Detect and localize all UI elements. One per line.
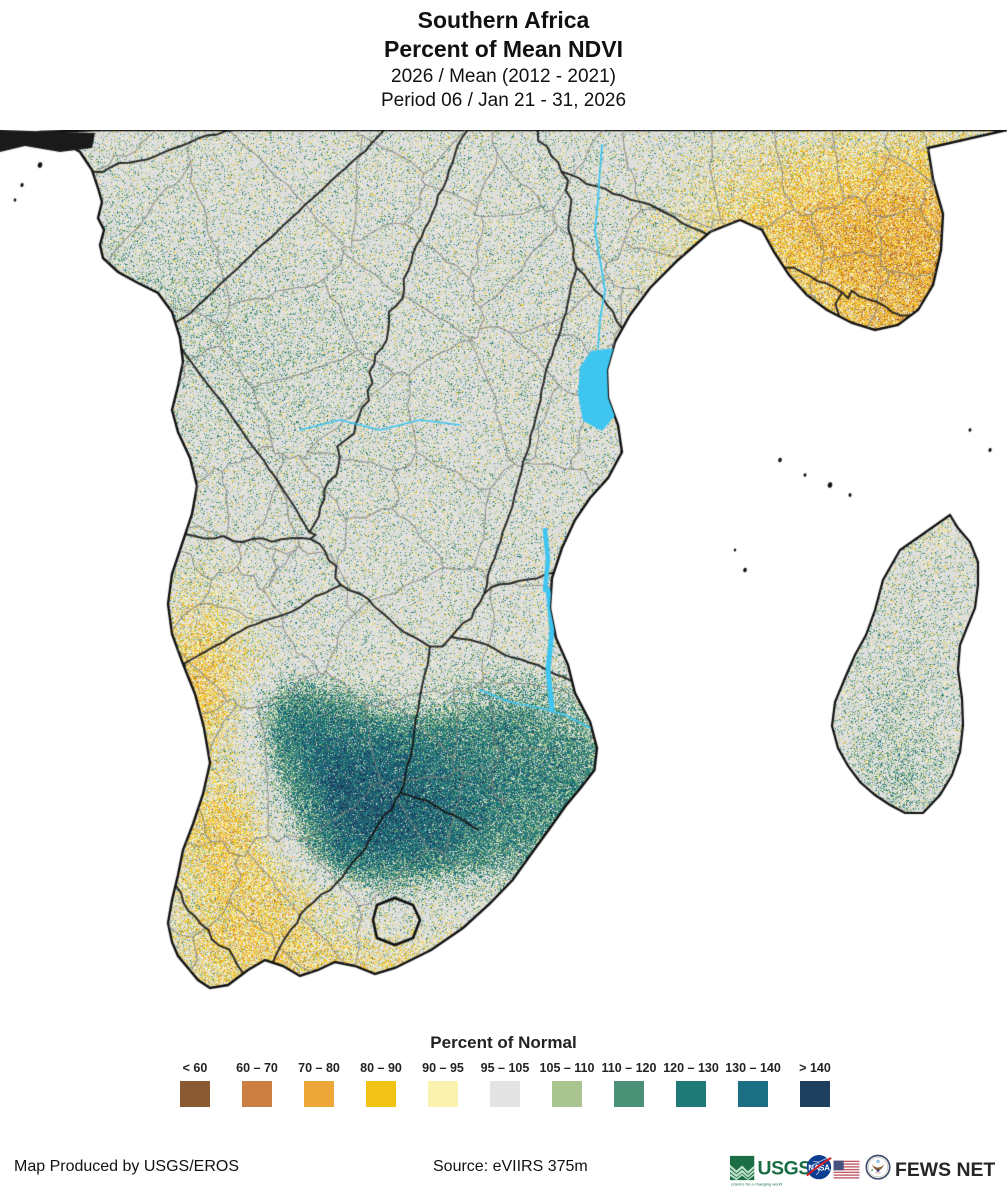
svg-text:science for a changing world: science for a changing world — [731, 1182, 783, 1187]
svg-text:USGS: USGS — [758, 1157, 812, 1179]
svg-text:FEWS NET: FEWS NET — [895, 1159, 995, 1181]
